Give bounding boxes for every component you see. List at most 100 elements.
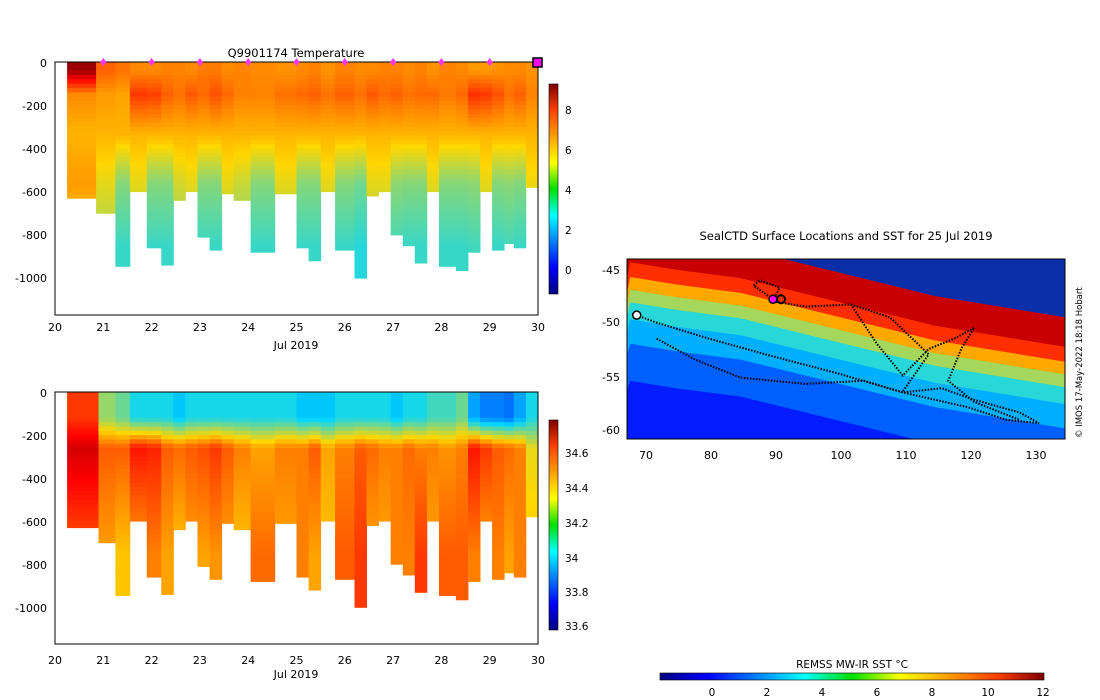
profile-cell: [468, 66, 481, 71]
profile-cell: [67, 92, 97, 97]
profile-cell: [414, 555, 428, 561]
colorbar-tick: 4: [565, 185, 572, 197]
profile-cell: [209, 486, 223, 492]
deployment-marker: [631, 310, 642, 320]
profile-cell: [146, 439, 162, 445]
profile-cell: [504, 495, 515, 501]
profile-cell: [402, 417, 416, 423]
profile-cell: [480, 491, 493, 496]
profile-cell: [455, 122, 469, 128]
profile-cell: [354, 400, 367, 406]
profile-cell: [146, 126, 162, 132]
profile-cell: [197, 551, 210, 557]
profile-cell: [197, 196, 210, 201]
profile-cell: [67, 83, 97, 89]
colorbar-tick: 0: [709, 687, 716, 699]
profile-cell: [354, 265, 367, 270]
profile-cell: [185, 126, 198, 132]
profile-cell: [439, 213, 457, 219]
profile-cell: [173, 516, 186, 522]
profile-cell: [250, 178, 276, 184]
profile-cell: [308, 170, 322, 175]
profile-cell: [335, 118, 355, 123]
profile-cell: [414, 525, 428, 531]
seal-track: [850, 303, 931, 392]
profile-cell: [221, 75, 235, 80]
profile-cell: [233, 465, 251, 470]
profile-cell: [296, 204, 309, 210]
profile-cell: [480, 157, 493, 162]
profile-cell: [296, 504, 309, 509]
profile-cell: [274, 430, 297, 436]
profile-cell: [402, 213, 416, 219]
profile-cell: [209, 534, 223, 539]
profile-cell: [173, 144, 186, 149]
profile-cell: [439, 217, 457, 223]
profile-cell: [67, 422, 99, 427]
profile-cell: [354, 598, 367, 604]
profile-cell: [439, 521, 457, 526]
profile-cell: [504, 486, 515, 492]
profile-cell: [504, 79, 515, 84]
profile-cell: [354, 465, 367, 470]
profile-cell: [335, 109, 355, 115]
profile-cell: [250, 392, 276, 397]
profile-cell: [439, 560, 457, 565]
colorbar-tick: 34.6: [565, 448, 589, 460]
profile-cell: [426, 135, 440, 141]
profile-cell: [378, 482, 392, 488]
colorbar-tick: 34: [565, 553, 579, 565]
profile-cell: [67, 118, 97, 123]
profile-cell: [185, 79, 198, 84]
profile-cell: [378, 170, 392, 175]
profile-cell: [335, 213, 355, 219]
profile-cell: [233, 183, 251, 188]
profile-cell: [274, 92, 297, 97]
profile-cell: [129, 460, 148, 466]
colorbar-tick: 10: [981, 687, 994, 699]
profile-cell: [209, 564, 223, 569]
profile-cell: [274, 469, 297, 475]
profile-cell: [492, 243, 505, 249]
profile-cell: [146, 70, 162, 76]
profile-cell: [308, 404, 322, 410]
temperature-cells: [67, 62, 539, 279]
profile-cell: [197, 135, 210, 141]
profile-cell: [439, 157, 457, 162]
profile-cell: [129, 495, 148, 501]
profile-cell: [468, 469, 481, 475]
profile-cell: [504, 187, 515, 193]
profile-cell: [185, 131, 198, 136]
profile-cell: [250, 422, 276, 427]
profile-cell: [504, 538, 515, 544]
profile-cell: [209, 191, 223, 197]
profile-cell: [115, 200, 131, 206]
profile-cell: [513, 165, 527, 171]
profile-cell: [513, 560, 527, 565]
profile-cell: [161, 585, 174, 591]
profile-cell: [366, 392, 379, 397]
profile-cell: [146, 529, 162, 535]
profile-cell: [513, 217, 527, 223]
profile-cell: [185, 139, 198, 145]
profile-cell: [161, 555, 174, 561]
profile-cell: [161, 452, 174, 457]
profile-cell: [468, 426, 481, 432]
x-tick: 27: [386, 654, 400, 667]
profile-cell: [335, 568, 355, 574]
profile-cell: [98, 443, 116, 449]
profile-cell: [233, 105, 251, 110]
profile-cell: [378, 443, 392, 449]
profile-cell: [504, 196, 515, 201]
profile-cell: [221, 469, 235, 475]
profile-cell: [146, 560, 162, 565]
profile-cell: [115, 499, 131, 505]
profile-cell: [115, 551, 131, 557]
profile-cell: [426, 452, 440, 457]
profile-cell: [185, 100, 198, 106]
profile-cell: [390, 538, 404, 544]
profile-cell: [468, 87, 481, 93]
profile-cell: [209, 66, 223, 71]
profile-cell: [480, 79, 493, 84]
profile-cell: [439, 409, 457, 414]
